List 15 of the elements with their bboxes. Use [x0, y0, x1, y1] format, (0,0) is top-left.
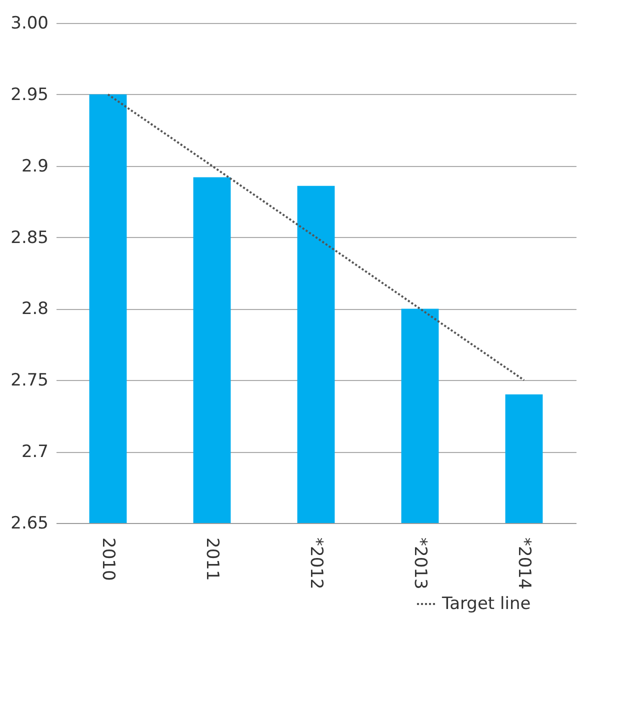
y-tick-label: 2.8	[21, 299, 48, 320]
y-tick-label: 2.7	[21, 442, 48, 462]
y-tick-label: 2.85	[10, 228, 48, 248]
x-tick-label: *2013	[410, 538, 430, 590]
x-tick-label: *2012	[306, 538, 326, 590]
y-tick-label: 2.9	[21, 156, 48, 176]
y-tick-label: 2.65	[10, 514, 48, 534]
x-tick-label: 2011	[202, 538, 222, 581]
line-series	[107, 93, 525, 382]
y-tick-label: 2.95	[10, 84, 48, 105]
y-tick-label: 2.75	[10, 370, 48, 391]
legend-label: Target line	[441, 594, 531, 614]
x-tick-label: 2010	[98, 538, 118, 581]
x-tick-label: *2014	[514, 538, 534, 590]
y-tick-label: 3.00	[10, 14, 48, 34]
